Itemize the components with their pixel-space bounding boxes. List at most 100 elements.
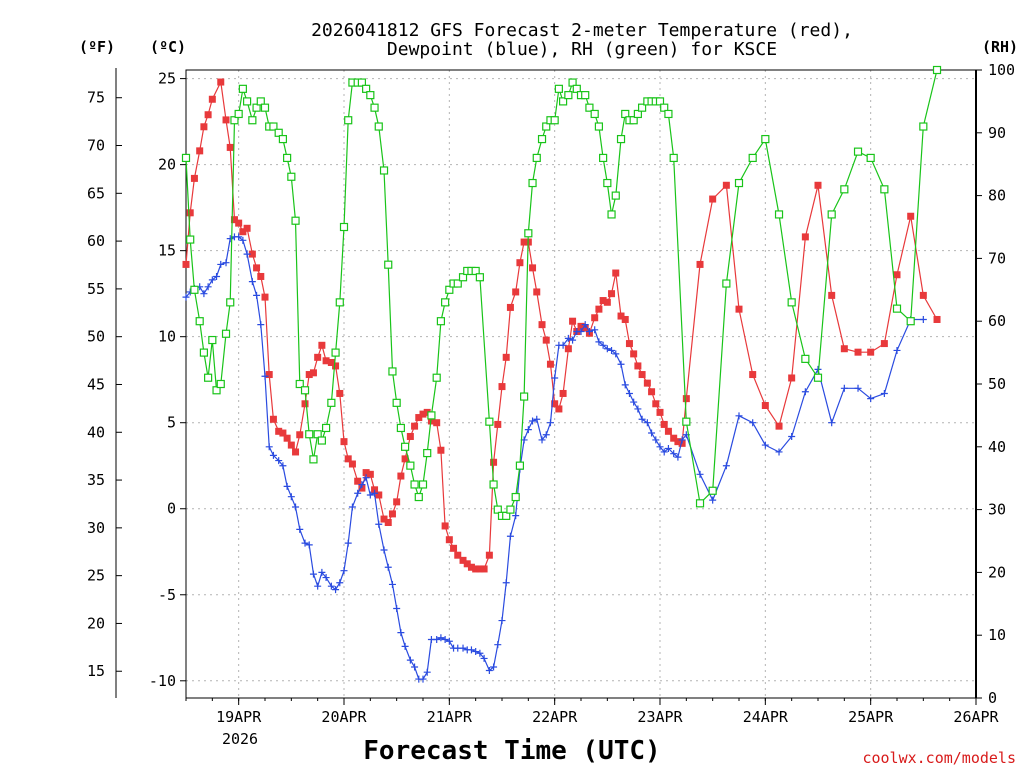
temperature-point: [235, 219, 243, 227]
rh-point: [621, 109, 630, 119]
x-tick-label: 24APR: [743, 708, 789, 726]
dewpoint-point: [401, 642, 409, 650]
rh-point: [357, 78, 367, 87]
rh-point: [321, 423, 331, 433]
dewpoint-point: [709, 496, 717, 504]
temperature-point: [340, 438, 348, 446]
rh-point: [554, 84, 563, 93]
temperature-point: [722, 181, 730, 189]
rh-point: [761, 134, 770, 144]
temperature-point: [423, 408, 431, 416]
temperature-point: [269, 415, 277, 423]
rh-point: [309, 455, 318, 464]
rh-point: [453, 279, 462, 288]
temperature-point: [775, 422, 783, 430]
dewpoint-point: [652, 436, 660, 444]
dewpoint-point: [643, 419, 651, 427]
rh-point: [212, 386, 221, 395]
rh-point: [515, 461, 525, 470]
dewpoint-line: [185, 236, 924, 680]
temperature-point: [476, 565, 484, 573]
temperature-point: [485, 551, 493, 559]
dewpoint-point: [358, 481, 366, 489]
rh-point: [532, 153, 541, 163]
celsius-tick-label: 0: [167, 500, 176, 518]
rh-point: [238, 84, 247, 93]
dewpoint-point: [559, 341, 567, 349]
rh-point: [195, 317, 204, 326]
temperature-point: [200, 123, 208, 131]
dewpoint-point: [595, 338, 603, 346]
x-tick-label: 19APR: [216, 708, 262, 726]
temperature-point: [248, 250, 256, 258]
temperature-point: [196, 147, 204, 155]
temperature-point: [696, 260, 704, 268]
temperature-point: [546, 360, 554, 368]
dewpoint-point: [621, 381, 629, 389]
rh-point: [633, 109, 642, 119]
rh-point: [327, 398, 336, 407]
rh-point: [581, 91, 590, 100]
temperature-point: [406, 432, 414, 440]
rh-point: [410, 480, 419, 489]
dewpoint-point: [880, 389, 888, 397]
dewpoint-point: [419, 675, 427, 683]
rh-point: [362, 84, 371, 93]
dewpoint-point: [388, 580, 396, 588]
left-axis-c-label: (ºC): [150, 38, 186, 56]
dewpoint-point: [564, 334, 572, 342]
dewpoint-point: [735, 412, 743, 420]
temperature-point: [638, 371, 646, 379]
rh-point: [485, 417, 494, 426]
temperature-point: [415, 414, 423, 422]
temperature-point: [801, 233, 809, 241]
dewpoint-point: [761, 441, 769, 449]
dewpoint-point: [506, 532, 514, 540]
dewpoint-point: [608, 346, 616, 354]
dewpoint-point: [529, 417, 537, 425]
temperature-point: [630, 350, 638, 358]
dewpoint-point: [634, 405, 642, 413]
rh-tick-label: 40: [988, 438, 1006, 456]
dewpoint-point: [336, 579, 344, 587]
dewpoint-point: [200, 290, 208, 298]
celsius-tick-label: -5: [158, 586, 176, 604]
temperature-point: [309, 369, 317, 377]
dewpoint-point: [569, 336, 577, 344]
dewpoint-point: [591, 326, 599, 334]
rh-point: [669, 153, 678, 163]
rh-point: [880, 185, 889, 194]
dewpoint-point: [393, 605, 401, 613]
fahrenheit-tick-label: 25: [87, 567, 105, 585]
temperature-point: [336, 389, 344, 397]
dewpoint-point: [261, 372, 269, 380]
rh-point: [427, 411, 436, 420]
rh-point: [748, 153, 757, 163]
temperature-point: [919, 291, 927, 299]
temperature-point: [735, 305, 743, 313]
temperature-point: [506, 303, 514, 311]
temperature-point: [612, 269, 620, 277]
rh-point: [406, 461, 415, 470]
dewpoint-point: [239, 236, 247, 244]
rh-point: [295, 379, 304, 389]
rh-point: [813, 373, 823, 382]
fahrenheit-tick-label: 30: [87, 519, 105, 537]
temperature-point: [261, 293, 269, 301]
rh-point: [384, 260, 393, 269]
rh-point: [458, 273, 468, 282]
rh-series: [181, 65, 942, 520]
dewpoint-point: [678, 436, 686, 444]
temperature-point: [555, 405, 563, 413]
temperature-point: [761, 402, 769, 410]
temperature-point: [419, 410, 427, 418]
temperature-point: [542, 336, 550, 344]
dewpoint-point: [603, 345, 611, 353]
rh-point: [432, 373, 441, 382]
dewpoint-point: [287, 493, 295, 501]
dewpoint-point: [775, 448, 783, 456]
rh-point: [537, 134, 547, 144]
temperature-point: [880, 340, 888, 348]
temperature-point: [301, 400, 309, 408]
rh-point: [664, 109, 673, 119]
